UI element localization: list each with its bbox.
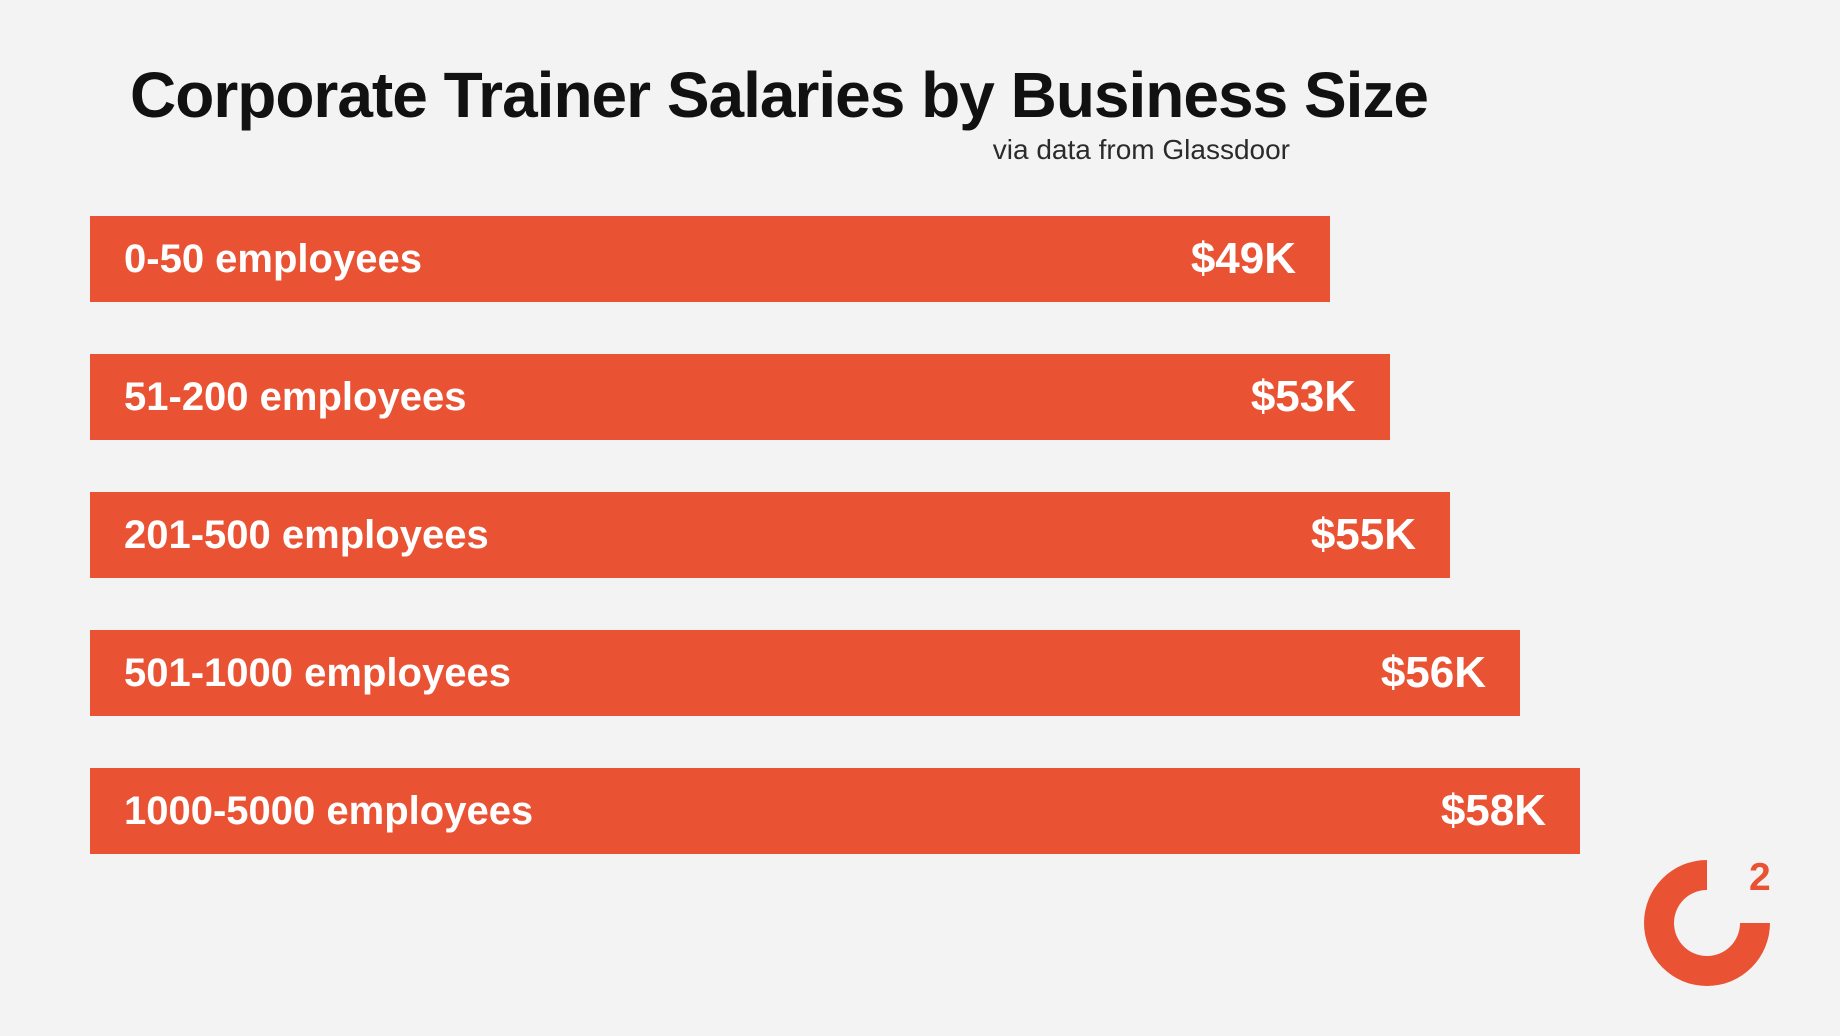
bar-label: 501-1000 employees: [124, 651, 511, 696]
bar-value: $56K: [1381, 648, 1486, 698]
bar-chart: 0-50 employees $49K 51-200 employees $53…: [90, 216, 1750, 854]
bar-value: $58K: [1441, 786, 1546, 836]
bar-row: 0-50 employees $49K: [90, 216, 1330, 302]
bar-row: 501-1000 employees $56K: [90, 630, 1520, 716]
chart-canvas: Corporate Trainer Salaries by Business S…: [0, 0, 1840, 1036]
svg-text:2: 2: [1749, 856, 1771, 899]
bar-value: $53K: [1251, 372, 1356, 422]
bar-value: $55K: [1311, 510, 1416, 560]
bar-label: 1000-5000 employees: [124, 789, 533, 834]
bar-row: 1000-5000 employees $58K: [90, 768, 1580, 854]
bar-label: 51-200 employees: [124, 375, 466, 420]
bar-row: 51-200 employees $53K: [90, 354, 1390, 440]
bar-label: 201-500 employees: [124, 513, 489, 558]
bar-row: 201-500 employees $55K: [90, 492, 1450, 578]
g2-logo-icon: 2: [1632, 848, 1782, 998]
chart-subtitle: via data from Glassdoor: [90, 134, 1290, 166]
bar-value: $49K: [1191, 234, 1296, 284]
bar-label: 0-50 employees: [124, 237, 422, 282]
chart-title: Corporate Trainer Salaries by Business S…: [130, 60, 1750, 130]
